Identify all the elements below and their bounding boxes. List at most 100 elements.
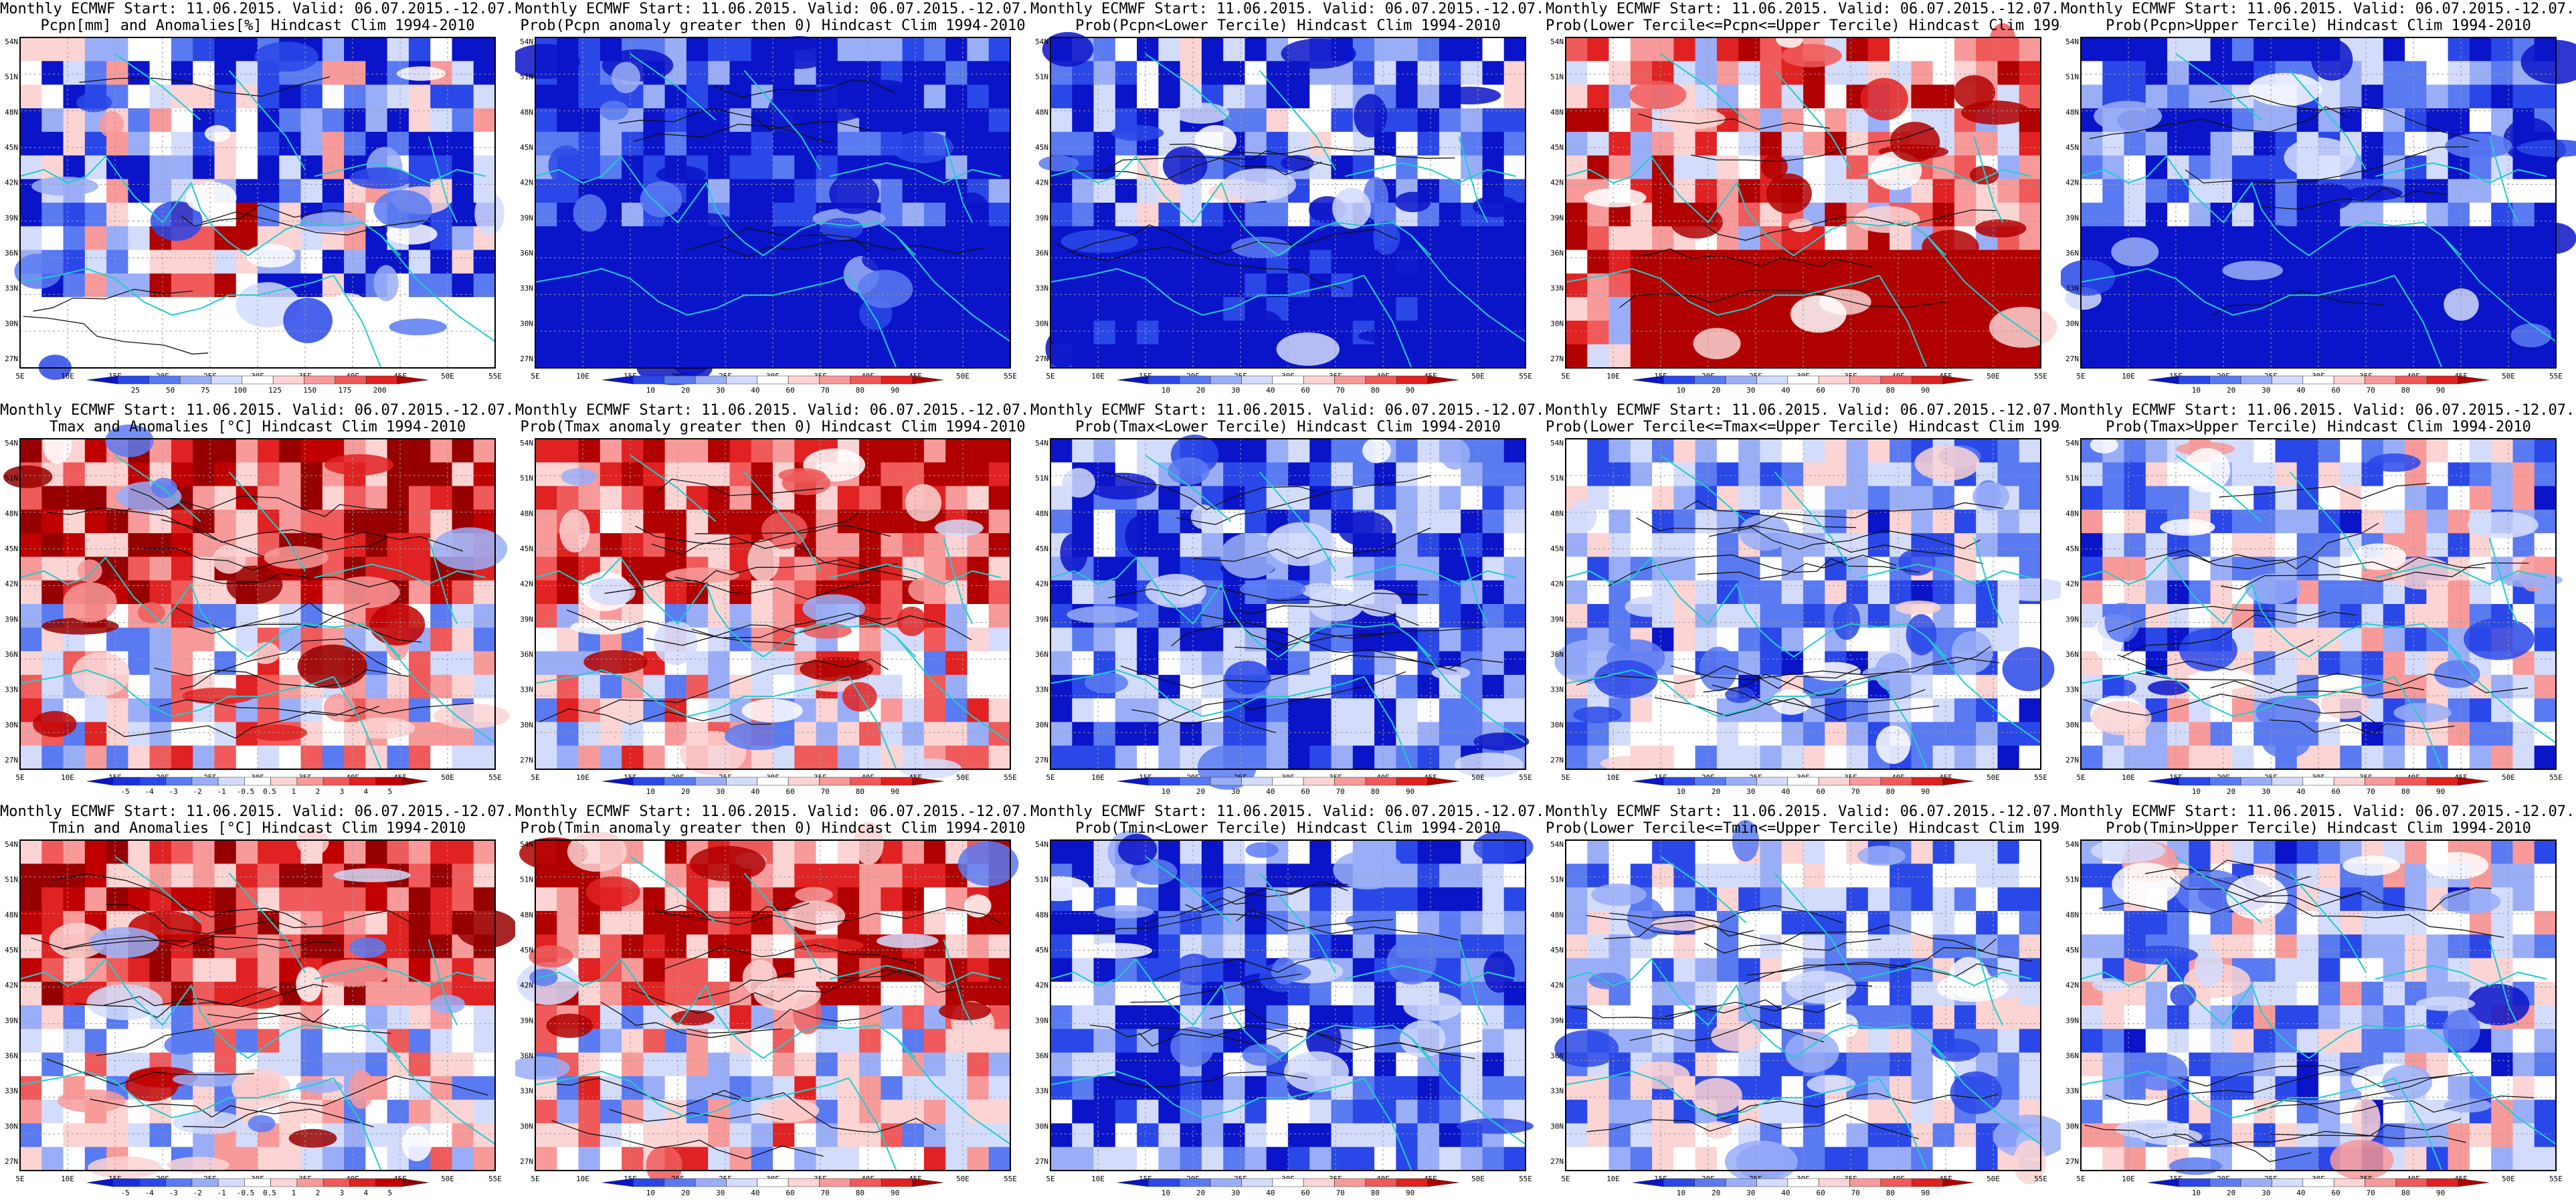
field-cell — [20, 864, 42, 888]
field-blob — [1333, 850, 1403, 890]
field-blob — [63, 582, 117, 622]
field-cell — [729, 37, 752, 62]
colorbar-label: 3 — [340, 787, 345, 796]
field-cell — [535, 108, 557, 132]
field-cell — [84, 226, 107, 251]
colorbar-label: 20 — [1196, 1189, 1205, 1197]
field-cell — [236, 486, 258, 510]
field-cell — [1482, 1029, 1505, 1054]
field-cell — [279, 580, 302, 605]
field-cell — [41, 108, 64, 132]
field-cell — [1352, 1146, 1375, 1171]
field-cell — [967, 61, 990, 86]
field-cell — [1890, 439, 1912, 463]
field-cell — [1050, 203, 1073, 227]
field-blob — [2090, 436, 2118, 454]
field-cell — [794, 1123, 817, 1148]
field-cell — [643, 486, 666, 510]
map-panel: 5E10E15E20E25E30E35E40E45E50E55E54N51N48… — [0, 0, 515, 401]
field-cell — [1115, 627, 1137, 652]
field-cell — [729, 439, 752, 463]
field-cell — [967, 273, 990, 298]
field-cell — [2318, 249, 2340, 274]
colorbar-label: 30 — [716, 787, 725, 796]
field-cell — [322, 486, 345, 510]
field-cell — [1266, 864, 1289, 888]
field-cell — [622, 1100, 644, 1124]
field-cell — [171, 249, 193, 274]
colorbar-swatch — [2240, 777, 2272, 786]
field-blob — [1030, 876, 1090, 902]
field-blob — [1875, 725, 1911, 765]
field-cell — [729, 1146, 752, 1171]
field-cell — [1180, 273, 1202, 298]
field-cell — [128, 698, 151, 722]
field-cell — [1716, 722, 1739, 746]
field-cell — [2383, 745, 2405, 770]
field-cell — [1781, 462, 1804, 487]
field-cell — [881, 1123, 903, 1148]
field-cell — [1223, 1146, 1246, 1171]
field-cell — [1417, 722, 1440, 746]
field-blob — [1472, 195, 1520, 217]
field-cell — [1997, 698, 2020, 722]
field-cell — [2231, 604, 2254, 628]
panel-title-line1: Monthly ECMWF Start: 11.06.2015. Valid: … — [515, 804, 1030, 820]
field-cell — [622, 557, 644, 581]
colorbar-swatch — [602, 1178, 634, 1187]
field-cell — [2167, 203, 2189, 227]
field-cell — [430, 1146, 453, 1171]
field-blob — [1231, 237, 1291, 258]
field-cell — [902, 1123, 925, 1148]
field-cell — [300, 249, 323, 274]
field-cell — [2448, 745, 2470, 770]
field-blob — [803, 623, 852, 639]
field-cell — [128, 344, 151, 369]
field-cell — [300, 910, 323, 935]
field-cell — [1374, 1146, 1396, 1171]
field-blob — [957, 841, 1019, 886]
colorbar-swatch — [179, 375, 211, 385]
field-cell — [664, 486, 687, 510]
field-cell — [2189, 745, 2211, 770]
field-cell — [1803, 155, 1825, 180]
field-cell — [1652, 439, 1674, 463]
field-cell — [2448, 203, 2470, 227]
field-cell — [622, 745, 644, 770]
field-cell — [1180, 627, 1202, 652]
field-blob — [585, 876, 640, 908]
field-cell — [837, 509, 860, 534]
field-cell — [1673, 132, 1696, 156]
field-cell — [557, 249, 579, 274]
field-cell — [1050, 1146, 1073, 1171]
field-cell — [2426, 203, 2449, 227]
field-cell — [1503, 320, 1526, 345]
field-cell — [2491, 37, 2514, 62]
field-cell — [686, 698, 709, 722]
colorbar-swatch — [118, 375, 150, 385]
field-cell — [1072, 249, 1095, 274]
field-cell — [1093, 958, 1116, 983]
colorbar-swatch — [664, 375, 696, 385]
field-cell — [1439, 132, 1461, 156]
field-cell — [2491, 61, 2514, 86]
field-cell — [1566, 297, 1588, 321]
field-cell — [41, 203, 64, 227]
field-cell — [686, 37, 709, 62]
field-cell — [708, 61, 731, 86]
field-cell — [600, 1052, 622, 1077]
field-cell — [1911, 486, 1934, 510]
field-cell — [128, 1029, 151, 1054]
field-cell — [1072, 132, 1095, 156]
field-cell — [1461, 674, 1483, 699]
field-cell — [837, 132, 860, 156]
field-cell — [1482, 698, 1505, 722]
field-cell — [1695, 533, 1718, 557]
lat-tick-label: 51N — [1035, 73, 1048, 82]
field-cell — [2124, 745, 2146, 770]
colorbar-swatch — [2458, 375, 2490, 385]
field-cell — [2426, 604, 2449, 628]
field-blob — [1400, 1020, 1446, 1058]
field-cell — [1050, 1005, 1073, 1029]
lat-tick-label: 54N — [1035, 439, 1048, 447]
